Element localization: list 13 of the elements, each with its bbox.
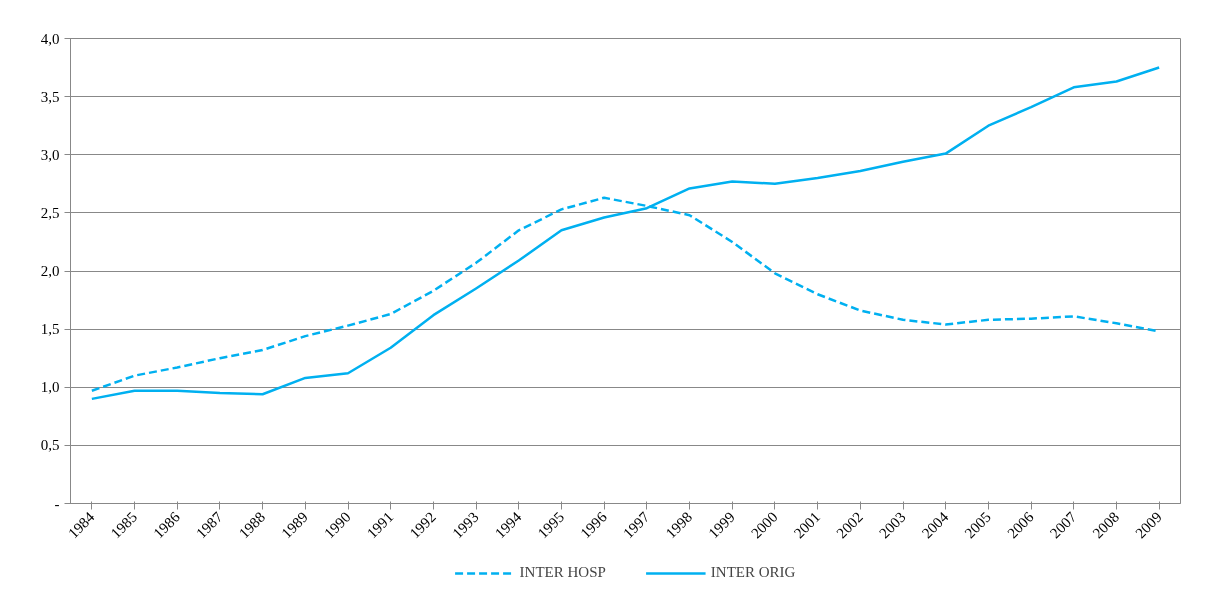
y-tick-label: 0,5 [40, 437, 60, 454]
legend-label: INTER ORIG [710, 564, 796, 581]
legend-label: INTER HOSP [519, 564, 606, 581]
y-tick-label: 1,0 [40, 379, 60, 396]
line-series [90, 66, 1161, 401]
y-tick-label: 3,0 [40, 146, 60, 163]
y-tick-label: 3,5 [40, 88, 60, 105]
y-tick-label: 4,0 [40, 30, 60, 47]
y-tick-label: 2,5 [40, 204, 60, 221]
y-tick-label: 1,5 [40, 321, 60, 338]
x-tick-label: 1991 [363, 508, 397, 542]
y-tick-label: - [54, 495, 60, 512]
y-tick-label: 2,0 [40, 263, 60, 279]
